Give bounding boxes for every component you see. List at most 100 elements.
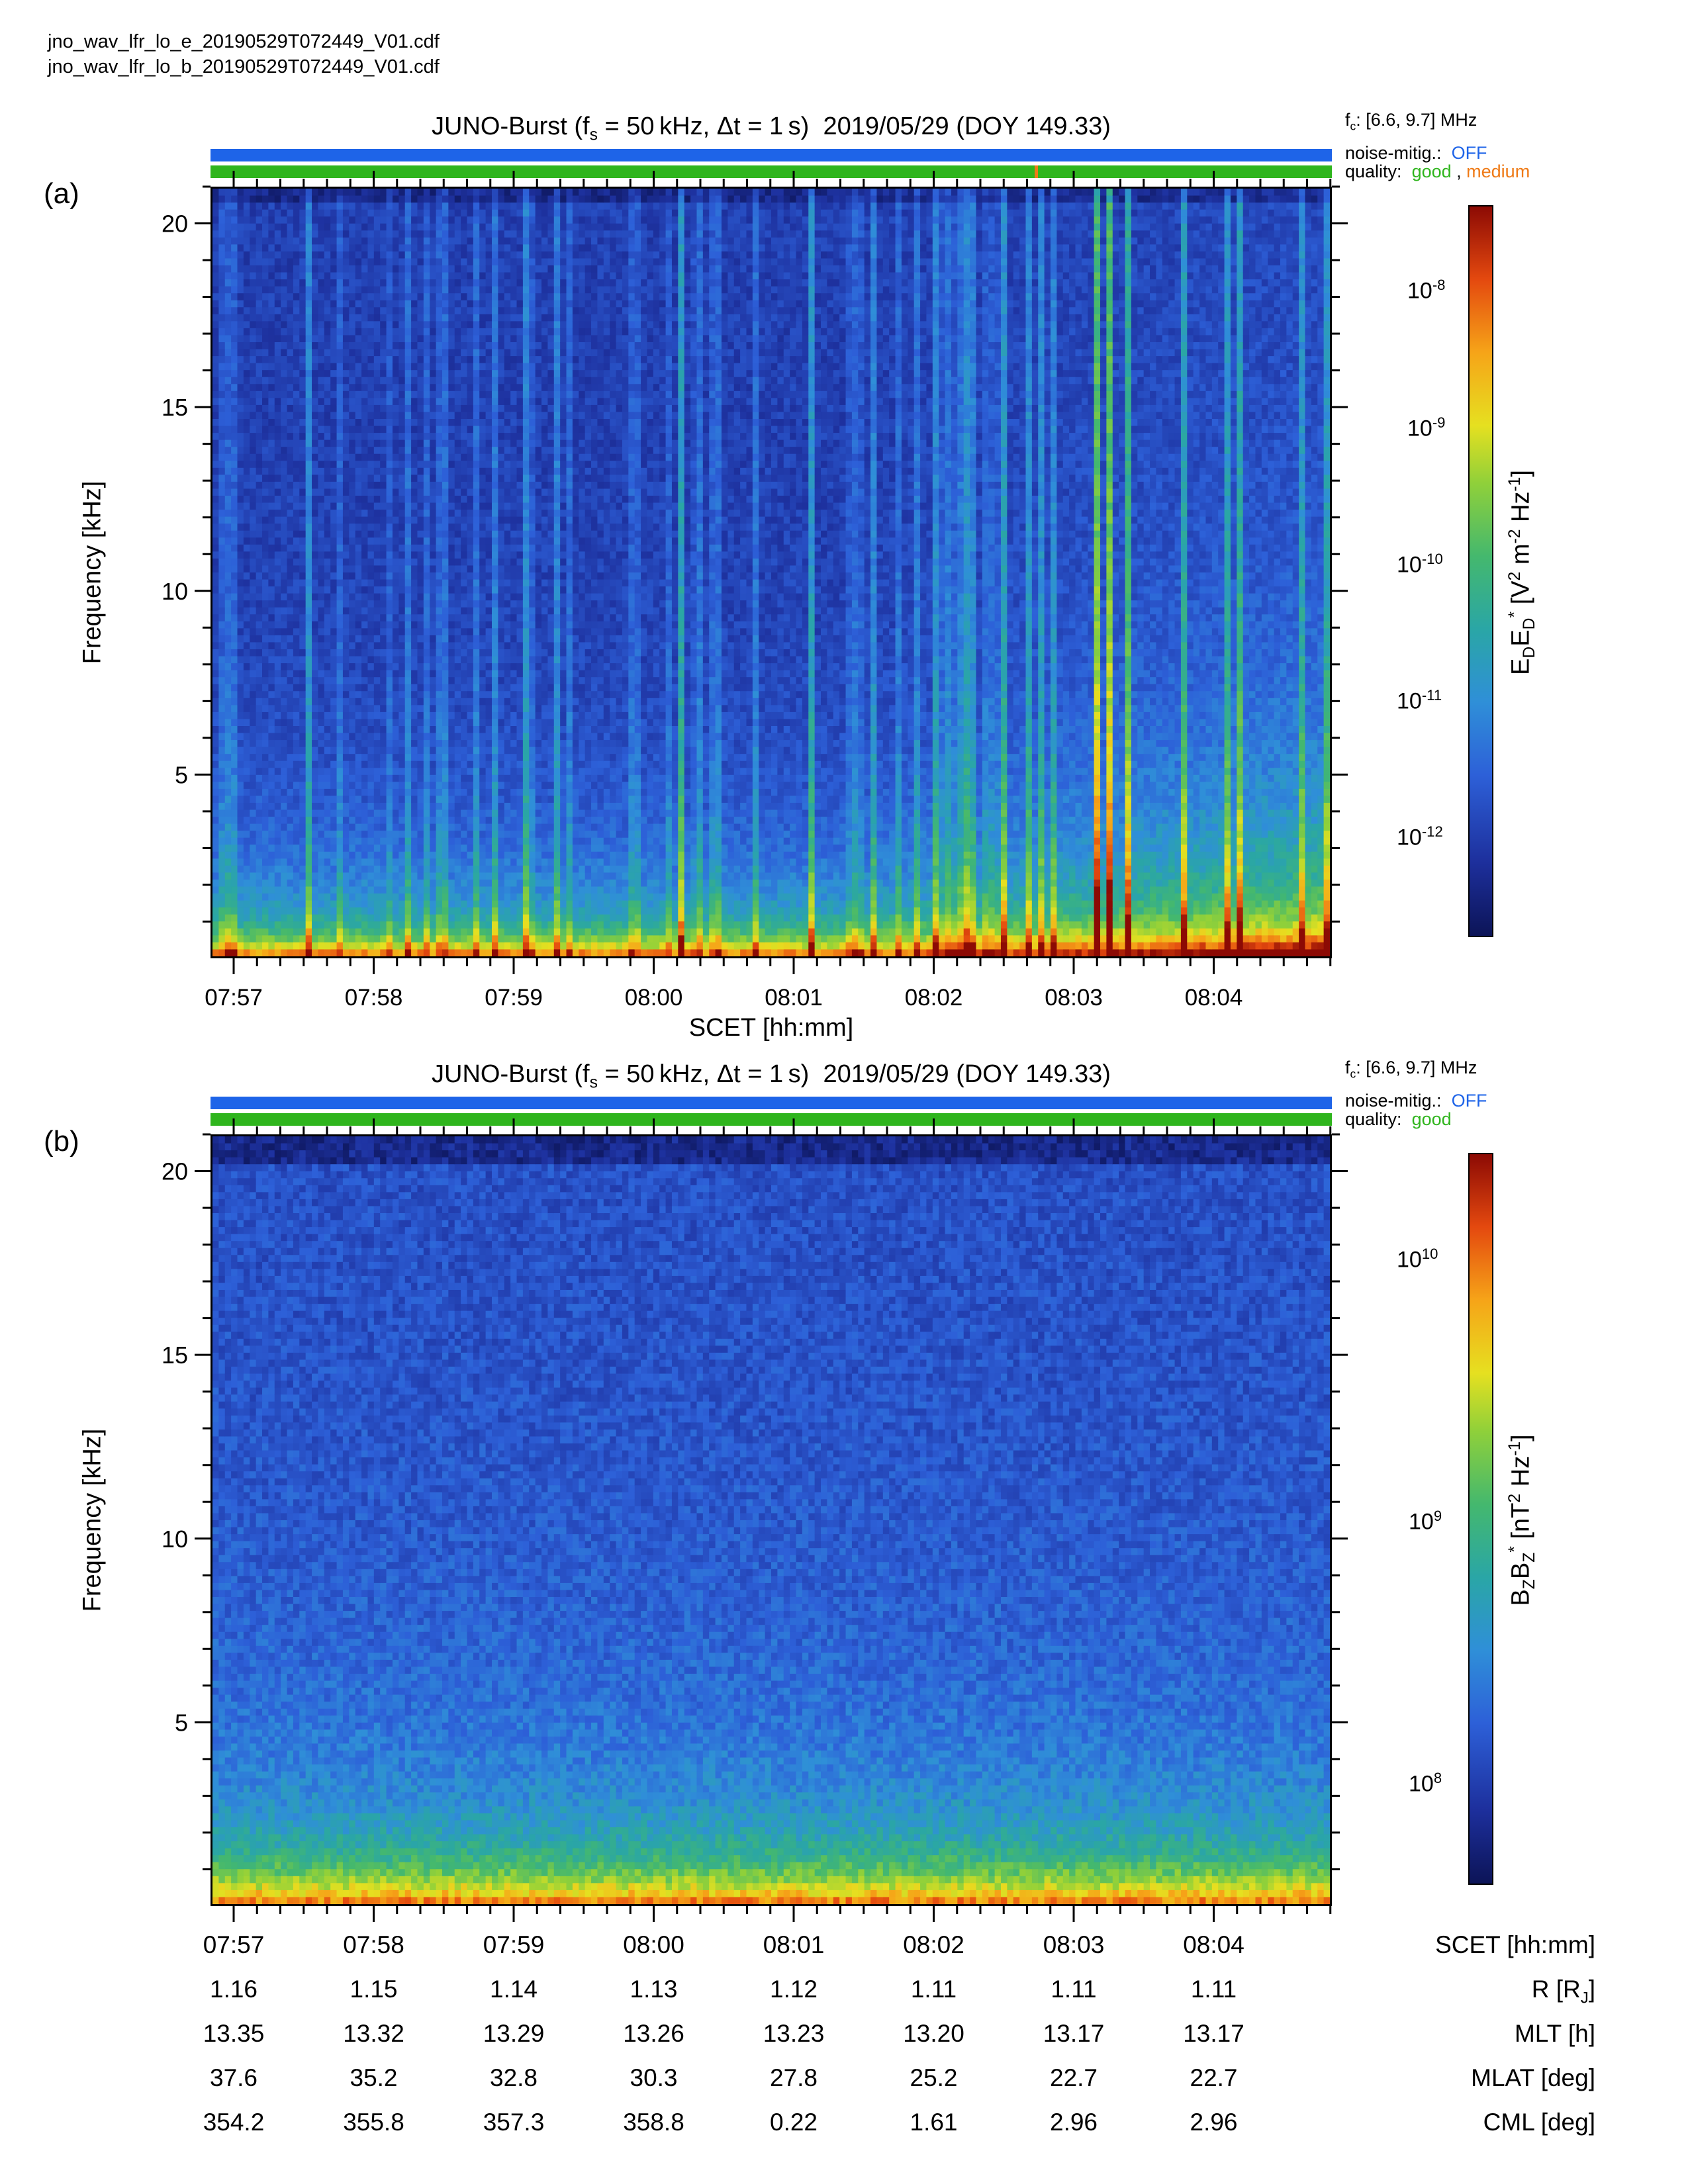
ephemeris-value: 13.20 xyxy=(903,2020,964,2048)
colorbar-tick: 10-12 xyxy=(1397,823,1443,850)
ephemeris-label: MLT [h] xyxy=(1515,2020,1595,2048)
x-tick-label: 08:04 xyxy=(1185,985,1243,1011)
ephemeris-value: 30.3 xyxy=(630,2064,677,2092)
ephemeris-value: 13.29 xyxy=(483,2020,545,2048)
ephemeris-value: 07:58 xyxy=(343,1931,404,1959)
colorbar xyxy=(1468,1153,1493,1885)
ephemeris-row: 37.6 35.2 32.8 30.3 27.8 25.2 22.7 22.7 MLAT [de… xyxy=(0,2064,1688,2108)
quality-label: quality: good , medium xyxy=(1345,161,1530,182)
colorbar-tick: 109 xyxy=(1409,1508,1442,1535)
axes-overlay: 5 10 15 20 xyxy=(162,171,1348,974)
ephemeris-value: 13.35 xyxy=(203,2020,265,2048)
colorbar-tick: 10-10 xyxy=(1397,551,1443,578)
y-tick-label: 5 xyxy=(175,761,188,788)
spectrogram-plot xyxy=(211,1134,1332,1906)
x-tick-label: 08:03 xyxy=(1045,985,1103,1011)
ephemeris-value: 2.96 xyxy=(1190,2109,1237,2136)
ephemeris-value: 1.13 xyxy=(630,1976,677,2003)
fc-range: fc: [6.6, 9.7] MHz xyxy=(1345,1058,1477,1081)
ephemeris-value: 27.8 xyxy=(770,2064,818,2092)
y-axis-label: Frequency [kHz] xyxy=(79,1429,107,1612)
axes-overlay: 5 10 15 20 xyxy=(162,1118,1348,1922)
ephemeris-value: 13.26 xyxy=(623,2020,684,2048)
y-tick-label: 5 xyxy=(175,1709,188,1736)
panel-label: (b) xyxy=(44,1125,79,1158)
ephemeris-value: 13.17 xyxy=(1183,2020,1244,2048)
ephemeris-row: 13.35 13.32 13.29 13.26 13.23 13.20 13.17 13.17… xyxy=(0,2020,1688,2064)
x-tick-label: 08:00 xyxy=(625,985,683,1011)
chart-title: JUNO-Burst (fs = 50 kHz, Δt = 1 s) 2019/… xyxy=(212,1060,1331,1093)
colorbar-tick: 10-8 xyxy=(1407,277,1445,304)
ephemeris-value: 1.11 xyxy=(1191,1976,1237,2003)
y-axis-label: Frequency [kHz] xyxy=(79,481,107,664)
ephemeris-value: 32.8 xyxy=(490,2064,538,2092)
y-tick-label: 15 xyxy=(162,394,188,421)
ephemeris-row: 1.16 1.15 1.14 1.13 1.12 1.11 1.11 1.11 R [RJ] xyxy=(0,1976,1688,2019)
file-name-e: jno_wav_lfr_lo_e_20190529T072449_V01.cdf xyxy=(48,29,440,54)
ephemeris-row: 354.2 355.8 357.3 358.8 0.22 1.61 2.96 2.96 CML … xyxy=(0,2109,1688,2152)
colorbar-tick: 1010 xyxy=(1397,1246,1438,1273)
noise-mitig-value: OFF xyxy=(1452,143,1487,163)
colorbar-tick: 10-9 xyxy=(1407,414,1445,441)
x-tick-label: 07:58 xyxy=(345,985,403,1011)
x-tick-label: 07:59 xyxy=(485,985,543,1011)
ephemeris-value: 37.6 xyxy=(210,2064,258,2092)
colorbar-label: BZBZ* [nT2 Hz-1] xyxy=(1506,1434,1539,1606)
x-tick-label: 07:57 xyxy=(205,985,263,1011)
ephemeris-value: 22.7 xyxy=(1050,2064,1098,2092)
spectrogram-image xyxy=(212,1136,1330,1904)
file-name-b: jno_wav_lfr_lo_b_20190529T072449_V01.cdf xyxy=(48,54,440,79)
colorbar-tick: 108 xyxy=(1409,1770,1442,1797)
noise-mitig-label: noise-mitig.: OFF xyxy=(1345,1091,1487,1111)
ephemeris-value: 1.11 xyxy=(911,1976,957,2003)
spectrogram-image xyxy=(212,189,1330,956)
ephemeris-value: 1.12 xyxy=(770,1976,818,2003)
quality-bar xyxy=(211,1113,1332,1126)
ephemeris-value: 1.14 xyxy=(490,1976,538,2003)
quality-bar xyxy=(211,165,1332,178)
y-tick-label: 10 xyxy=(162,1525,188,1553)
ephemeris-value: 25.2 xyxy=(910,2064,957,2092)
ephemeris-value: 0.22 xyxy=(770,2109,818,2136)
x-tick-label: 08:01 xyxy=(765,985,823,1011)
ephemeris-label: R [RJ] xyxy=(1532,1976,1595,2007)
quality-good: good xyxy=(1412,161,1452,181)
colorbar xyxy=(1468,205,1493,937)
ephemeris-value: 35.2 xyxy=(350,2064,397,2092)
ephemeris-value: 08:00 xyxy=(623,1931,684,1959)
ephemeris-value: 1.11 xyxy=(1051,1976,1096,2003)
spectrogram-plot xyxy=(211,187,1332,958)
ephemeris-label: CML [deg] xyxy=(1483,2109,1595,2136)
ephemeris-value: 1.61 xyxy=(910,2109,957,2136)
noise-mitigation-bar xyxy=(211,149,1332,161)
ephemeris-value: 13.23 xyxy=(763,2020,825,2048)
file-list: jno_wav_lfr_lo_e_20190529T072449_V01.cdf… xyxy=(48,29,440,79)
quality-medium-marker xyxy=(1035,165,1038,178)
ephemeris-value: 1.16 xyxy=(210,1976,258,2003)
ephemeris-row: 07:57 07:58 07:59 08:00 08:01 08:02 08:03 08:04… xyxy=(0,1931,1688,1975)
ephemeris-value: 357.3 xyxy=(483,2109,545,2136)
quality-label: quality: good xyxy=(1345,1109,1452,1130)
y-tick-label: 15 xyxy=(162,1342,188,1369)
ephemeris-value: 08:04 xyxy=(1183,1931,1244,1959)
ephemeris-value: 08:02 xyxy=(903,1931,964,1959)
fc-range: fc: [6.6, 9.7] MHz xyxy=(1345,110,1477,133)
colorbar-label: EDED* [V2 m-2 Hz-1] xyxy=(1506,470,1539,675)
ephemeris-value: 08:01 xyxy=(763,1931,825,1959)
ephemeris-label: SCET [hh:mm] xyxy=(1435,1931,1595,1959)
ephemeris-value: 358.8 xyxy=(623,2109,684,2136)
x-tick-label: 08:02 xyxy=(905,985,963,1011)
ephemeris-value: 2.96 xyxy=(1050,2109,1098,2136)
ephemeris-label: MLAT [deg] xyxy=(1471,2064,1595,2092)
quality-medium: medium xyxy=(1466,161,1530,181)
noise-mitigation-bar xyxy=(211,1097,1332,1109)
ephemeris-value: 07:57 xyxy=(203,1931,265,1959)
chart-title: JUNO-Burst (fs = 50 kHz, Δt = 1 s) 2019/… xyxy=(212,113,1331,145)
ephemeris-value: 13.32 xyxy=(343,2020,404,2048)
panel-label: (a) xyxy=(44,177,79,210)
ephemeris-value: 08:03 xyxy=(1043,1931,1105,1959)
ephemeris-value: 355.8 xyxy=(343,2109,404,2136)
noise-mitig-label: noise-mitig.: OFF xyxy=(1345,143,1487,163)
quality-good: good xyxy=(1412,1109,1452,1129)
ephemeris-value: 13.17 xyxy=(1043,2020,1105,2048)
